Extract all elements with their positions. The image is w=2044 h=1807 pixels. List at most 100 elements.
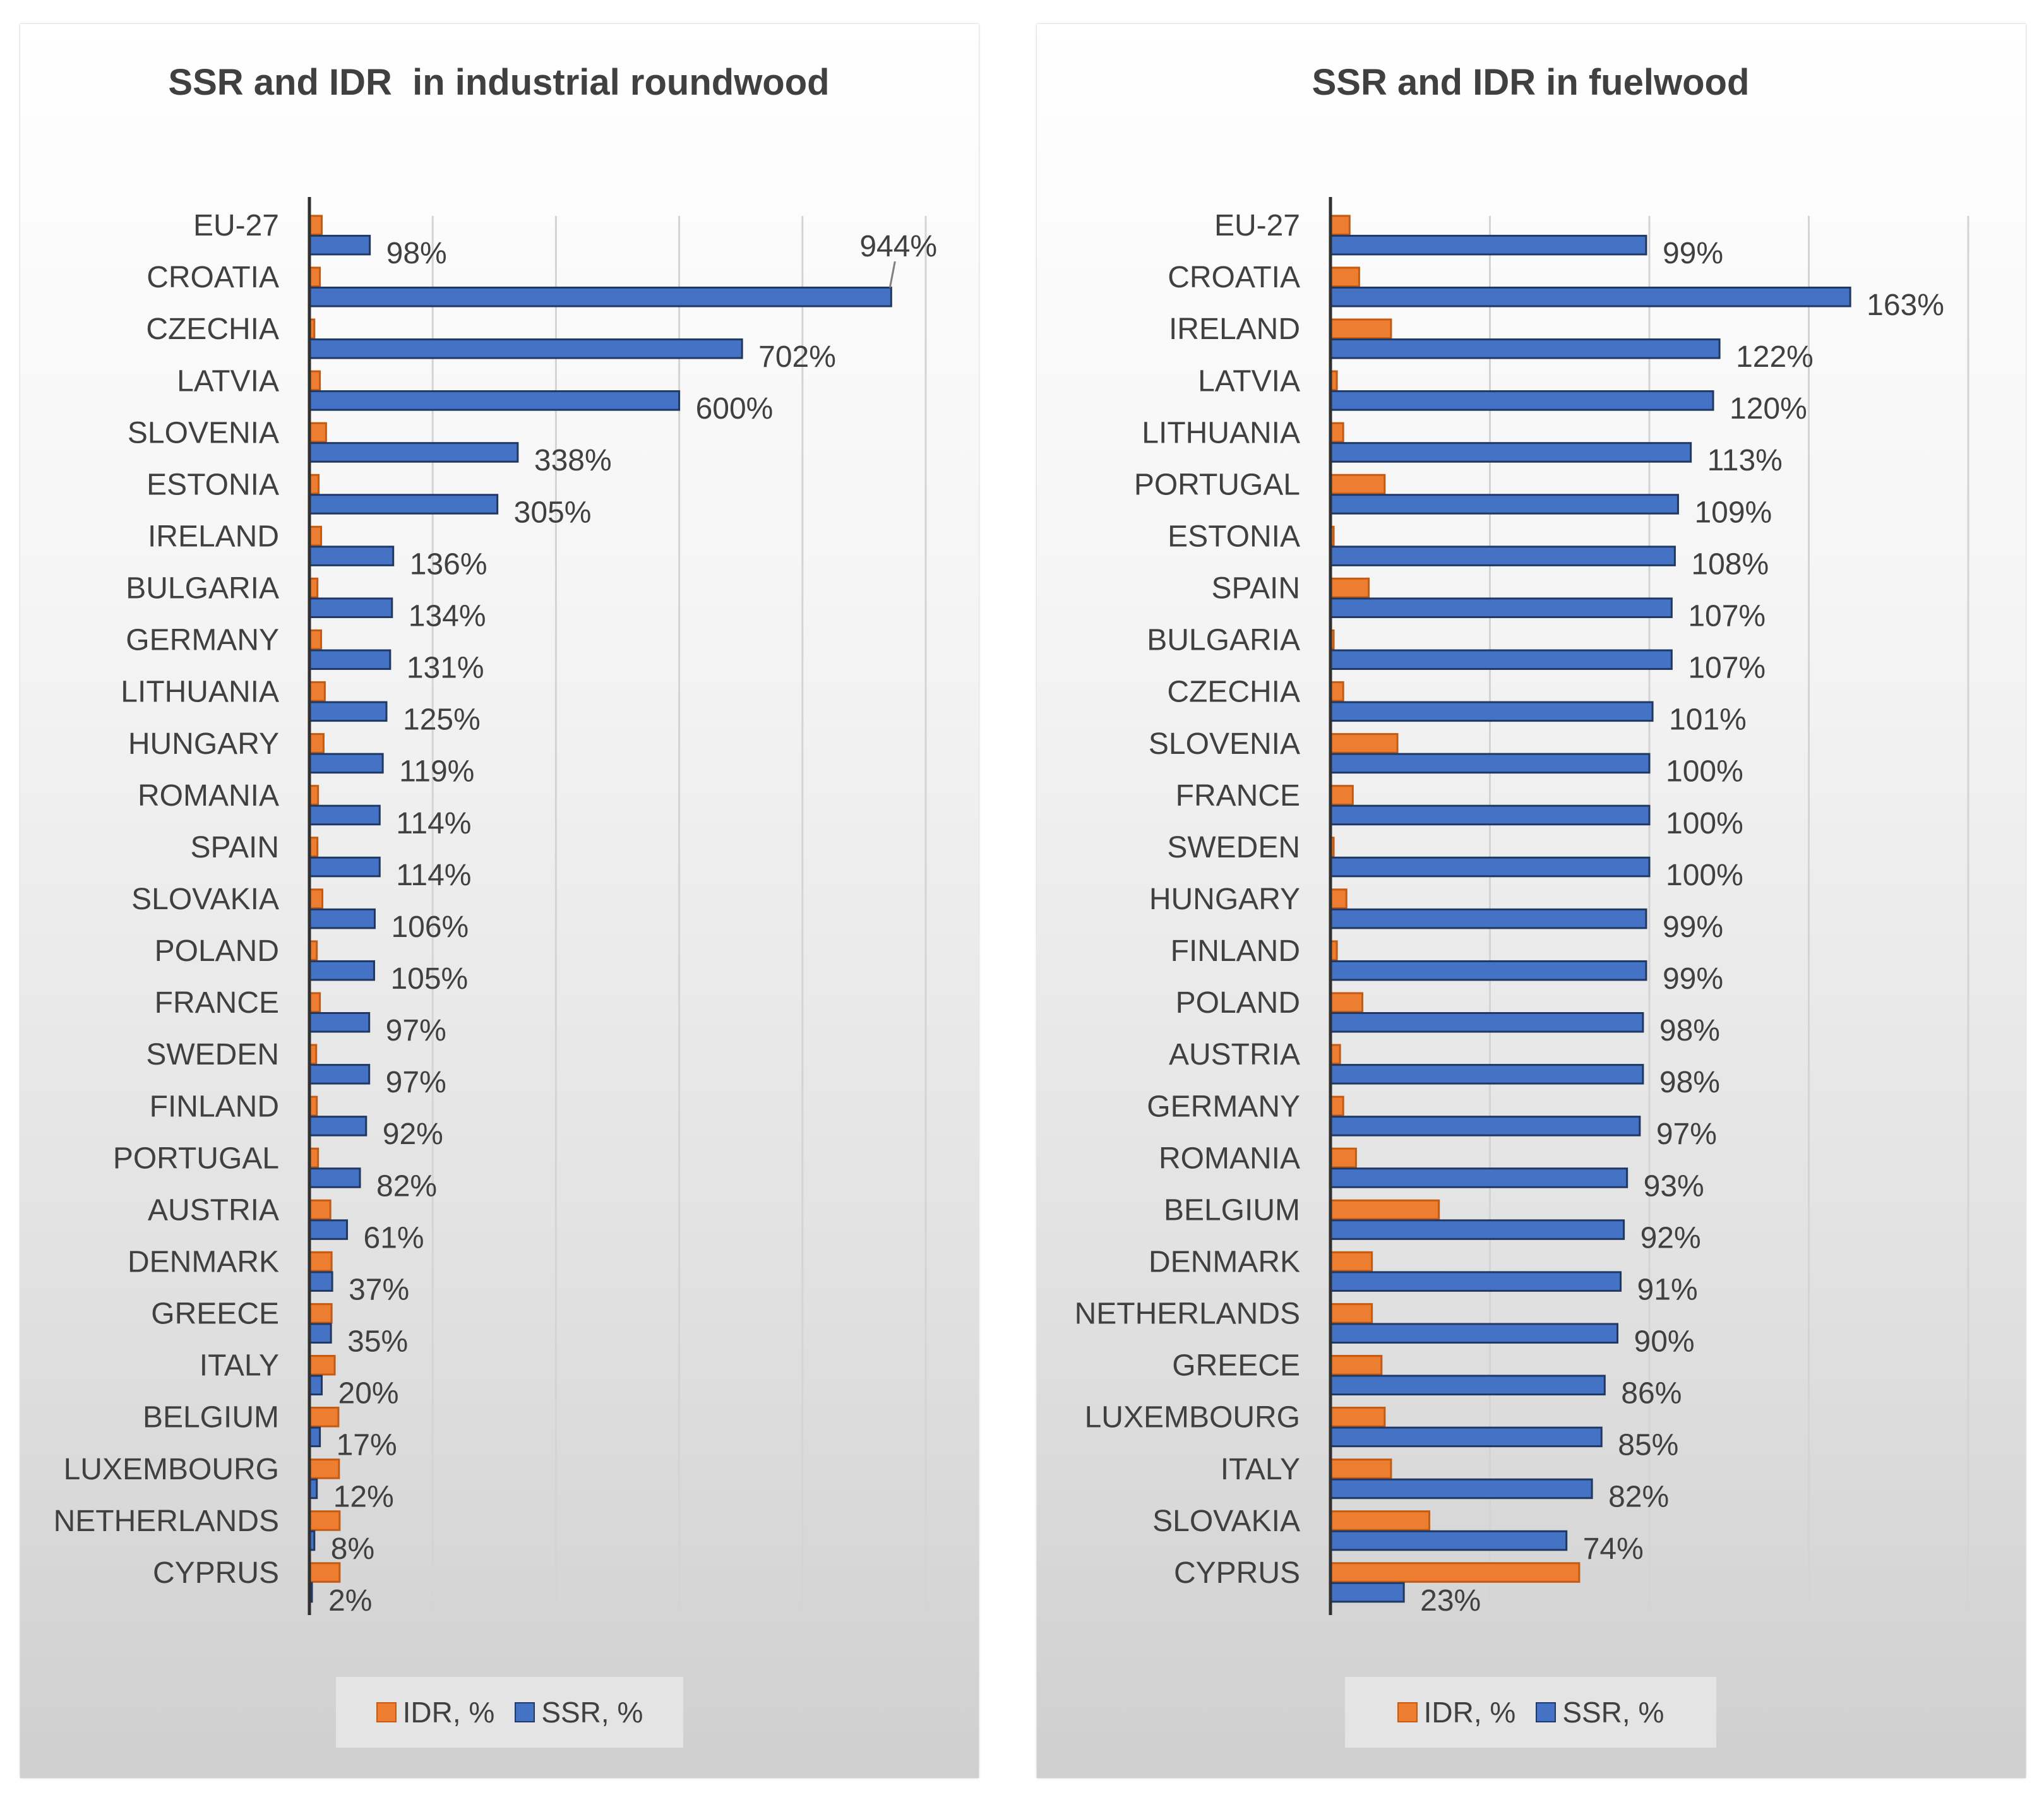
bar-idr	[308, 629, 323, 650]
bar-ssr	[308, 338, 743, 359]
data-label: 120%	[1730, 392, 1807, 426]
data-label: 97%	[1656, 1118, 1717, 1151]
bar-ssr	[1329, 1064, 1644, 1085]
bar-ssr	[1329, 1219, 1625, 1240]
category-label: DENMARK	[128, 1246, 279, 1279]
category-label: AUSTRIA	[1169, 1038, 1300, 1071]
bar-ssr	[1329, 1530, 1568, 1551]
data-label: 20%	[338, 1377, 399, 1410]
data-label: 100%	[1666, 859, 1743, 892]
bar-idr	[308, 1562, 341, 1583]
category-label: GERMANY	[126, 624, 279, 657]
data-label: 90%	[1634, 1325, 1695, 1358]
bar-ssr	[308, 1323, 332, 1344]
category-label: POLAND	[1176, 986, 1300, 1020]
category-label: LATVIA	[177, 364, 279, 398]
chart-panel-fuelwood: SSR and IDR in fuelwood EU-27 99% CROATIA 16…	[1037, 24, 2026, 1778]
bar-idr	[308, 733, 325, 754]
category-label: NETHERLANDS	[54, 1505, 279, 1538]
bar-idr	[1329, 422, 1344, 443]
bar-ssr	[1329, 1167, 1629, 1188]
bar-ssr	[1329, 494, 1679, 515]
bar-ssr	[308, 908, 376, 929]
bar-ssr	[1329, 1478, 1593, 1500]
data-label: 12%	[333, 1481, 394, 1514]
category-label: LITHUANIA	[121, 676, 279, 709]
bar-idr	[1329, 733, 1399, 754]
leader-line	[888, 261, 896, 288]
category-label: LUXEMBOURG	[64, 1453, 279, 1486]
data-label: 702%	[758, 340, 836, 374]
data-label: 134%	[409, 599, 486, 633]
chart-industrial-roundwood: SSR and IDR in industrial roundwood EU-27…	[54, 62, 938, 1618]
legend-swatch-ssr	[515, 1702, 535, 1722]
bar-idr	[308, 1407, 340, 1428]
data-label: 108%	[1691, 547, 1769, 581]
category-label: ROMANIA	[1159, 1142, 1300, 1175]
bar-idr	[1329, 1147, 1357, 1169]
category-label: ITALY	[200, 1349, 279, 1383]
category-label: HUNGARY	[128, 727, 279, 761]
legend-item-ssr: SSR, %	[515, 1695, 643, 1729]
data-label: 338%	[534, 444, 612, 477]
chart-title: SSR and IDR in fuelwood	[1312, 62, 1750, 103]
category-label: ESTONIA	[1168, 520, 1300, 553]
bar-ssr	[308, 753, 384, 774]
bar-idr	[1329, 1562, 1581, 1583]
bar-ssr	[308, 1116, 368, 1136]
bar-ssr	[308, 494, 499, 515]
category-label: POLAND	[155, 934, 279, 968]
data-label: 600%	[696, 392, 774, 426]
category-label: GERMANY	[1147, 1090, 1300, 1123]
bar-ssr	[1329, 1582, 1405, 1603]
category-label: SLOVAKIA	[131, 883, 279, 916]
data-label: 85%	[1618, 1429, 1678, 1462]
bar-ssr	[308, 1167, 361, 1188]
bar-ssr	[1329, 390, 1714, 411]
data-label: 8%	[331, 1532, 374, 1566]
bar-idr	[1329, 1354, 1383, 1376]
bar-idr	[308, 1354, 336, 1376]
bar-ssr	[308, 1271, 333, 1292]
data-label: 86%	[1621, 1377, 1682, 1410]
bar-idr	[308, 215, 323, 236]
legend-item-idr: IDR, %	[376, 1695, 495, 1729]
bar-ssr	[1329, 338, 1721, 359]
category-label: NETHERLANDS	[1075, 1297, 1300, 1331]
data-label: 82%	[1608, 1481, 1669, 1514]
data-label: 92%	[1641, 1221, 1701, 1255]
bar-idr	[1329, 785, 1354, 806]
category-label: ROMANIA	[138, 779, 279, 813]
data-label: 2%	[328, 1584, 372, 1618]
bar-idr	[1329, 888, 1348, 909]
data-label: 125%	[403, 703, 481, 737]
category-label: EU-27	[193, 209, 279, 242]
data-label: 99%	[1663, 910, 1723, 944]
data-label: 119%	[399, 755, 474, 789]
bar-ssr	[308, 286, 892, 307]
bar-idr	[1329, 577, 1370, 599]
legend-label-idr: IDR, %	[402, 1696, 495, 1729]
category-label: BULGARIA	[126, 572, 279, 605]
data-label: 101%	[1669, 703, 1747, 737]
bar-ssr	[1329, 1116, 1641, 1136]
bar-idr	[308, 525, 323, 547]
data-label: 97%	[386, 1014, 446, 1047]
bar-ssr	[1329, 546, 1676, 566]
category-label: BELGIUM	[1164, 1193, 1300, 1227]
bar-ssr	[1329, 908, 1647, 929]
data-label: 100%	[1666, 807, 1743, 840]
data-label: 113%	[1707, 444, 1783, 477]
bar-idr	[1329, 1303, 1373, 1324]
category-label: IRELAND	[148, 520, 279, 553]
category-label: GREECE	[151, 1297, 279, 1331]
data-label: 107%	[1688, 599, 1766, 633]
category-label: PORTUGAL	[1134, 468, 1300, 501]
bar-ssr	[1329, 597, 1673, 618]
data-label: 97%	[386, 1066, 446, 1099]
category-label: FINLAND	[1171, 934, 1300, 968]
category-label: BELGIUM	[143, 1401, 279, 1434]
legend-label-idr: IDR, %	[1423, 1696, 1516, 1729]
bar-idr	[308, 888, 323, 909]
bar-ssr	[308, 960, 375, 981]
